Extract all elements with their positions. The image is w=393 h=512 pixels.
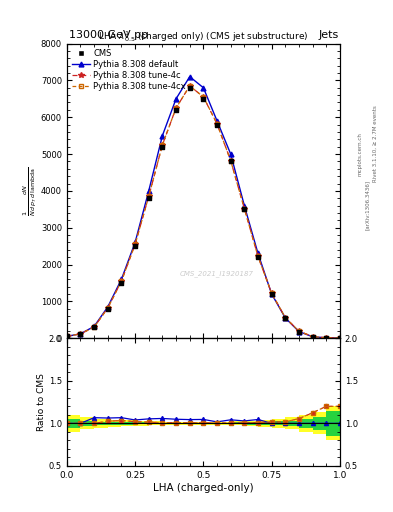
Pythia 8.308 tune-4c bbox=[324, 335, 329, 341]
Pythia 8.308 tune-4cx bbox=[283, 314, 288, 321]
Pythia 8.308 tune-4c bbox=[105, 305, 110, 311]
Text: 13000 GeV pp: 13000 GeV pp bbox=[69, 30, 148, 40]
Pythia 8.308 tune-4c bbox=[133, 241, 138, 247]
CMS bbox=[282, 314, 288, 322]
CMS bbox=[268, 290, 275, 298]
Pythia 8.308 tune-4c bbox=[78, 331, 83, 337]
CMS bbox=[296, 328, 302, 336]
Pythia 8.308 default bbox=[324, 335, 329, 341]
Pythia 8.308 tune-4cx bbox=[201, 94, 206, 100]
Pythia 8.308 default bbox=[242, 203, 247, 209]
Pythia 8.308 default bbox=[105, 304, 110, 310]
Pythia 8.308 tune-4c bbox=[310, 333, 315, 339]
Pythia 8.308 default bbox=[201, 84, 206, 91]
Pythia 8.308 default bbox=[269, 291, 274, 297]
Pythia 8.308 default bbox=[160, 133, 165, 139]
Pythia 8.308 tune-4cx bbox=[256, 253, 261, 260]
Pythia 8.308 default bbox=[228, 151, 233, 157]
Text: [arXiv:1306.3436]: [arXiv:1306.3436] bbox=[365, 180, 370, 230]
Pythia 8.308 default bbox=[92, 324, 97, 330]
CMS bbox=[132, 242, 138, 250]
Pythia 8.308 tune-4cx bbox=[324, 335, 329, 341]
Pythia 8.308 tune-4cx bbox=[187, 83, 192, 89]
Pythia 8.308 tune-4cx bbox=[146, 194, 151, 200]
Pythia 8.308 tune-4c bbox=[146, 194, 151, 200]
Pythia 8.308 tune-4c bbox=[92, 324, 97, 330]
Pythia 8.308 default bbox=[283, 315, 288, 321]
CMS bbox=[118, 279, 125, 287]
Pythia 8.308 tune-4c bbox=[160, 142, 165, 148]
CMS bbox=[145, 194, 152, 202]
Pythia 8.308 default bbox=[310, 334, 315, 340]
Pythia 8.308 default bbox=[338, 335, 342, 341]
CMS bbox=[337, 334, 343, 342]
Pythia 8.308 tune-4cx bbox=[338, 335, 342, 341]
CMS bbox=[228, 157, 234, 165]
Pythia 8.308 tune-4cx bbox=[133, 241, 138, 247]
Text: Rivet 3.1.10, ≥ 2.7M events: Rivet 3.1.10, ≥ 2.7M events bbox=[373, 105, 378, 182]
Pythia 8.308 default bbox=[146, 188, 151, 194]
Pythia 8.308 default bbox=[64, 333, 69, 339]
Pythia 8.308 tune-4cx bbox=[242, 205, 247, 211]
Pythia 8.308 tune-4cx bbox=[215, 121, 219, 127]
Pythia 8.308 default bbox=[119, 276, 124, 282]
Pythia 8.308 tune-4c bbox=[283, 314, 288, 321]
Pythia 8.308 tune-4cx bbox=[310, 333, 315, 339]
Pythia 8.308 tune-4c bbox=[119, 278, 124, 284]
Pythia 8.308 tune-4cx bbox=[297, 328, 301, 334]
Pythia 8.308 tune-4cx bbox=[160, 142, 165, 148]
Pythia 8.308 default bbox=[215, 118, 219, 124]
Line: Pythia 8.308 tune-4c: Pythia 8.308 tune-4c bbox=[64, 83, 343, 341]
Pythia 8.308 tune-4c bbox=[269, 290, 274, 296]
Pythia 8.308 tune-4c bbox=[215, 121, 219, 127]
Y-axis label: $\frac{1}{N}\frac{d N}{d\,p_T\,d\,\mathrm{lambda}}$: $\frac{1}{N}\frac{d N}{d\,p_T\,d\,\mathr… bbox=[22, 166, 39, 216]
Pythia 8.308 default bbox=[78, 331, 83, 337]
CMS bbox=[323, 334, 329, 342]
Pythia 8.308 tune-4cx bbox=[92, 324, 97, 330]
Pythia 8.308 default bbox=[133, 240, 138, 246]
CMS bbox=[310, 333, 316, 341]
Pythia 8.308 tune-4c bbox=[187, 83, 192, 89]
Pythia 8.308 default bbox=[297, 329, 301, 335]
CMS bbox=[91, 323, 97, 331]
X-axis label: LHA (charged-only): LHA (charged-only) bbox=[153, 482, 254, 493]
Legend: CMS, Pythia 8.308 default, Pythia 8.308 tune-4c, Pythia 8.308 tune-4cx: CMS, Pythia 8.308 default, Pythia 8.308 … bbox=[68, 45, 189, 94]
Pythia 8.308 default bbox=[174, 96, 178, 102]
Pythia 8.308 tune-4cx bbox=[119, 278, 124, 284]
Pythia 8.308 tune-4cx bbox=[269, 290, 274, 296]
Pythia 8.308 tune-4c bbox=[64, 333, 69, 339]
Title: LHA $\lambda^{1}_{0.5}$ (charged only) (CMS jet substructure): LHA $\lambda^{1}_{0.5}$ (charged only) (… bbox=[98, 29, 309, 44]
Pythia 8.308 tune-4c bbox=[256, 253, 261, 260]
Pythia 8.308 tune-4cx bbox=[78, 331, 83, 337]
Line: Pythia 8.308 default: Pythia 8.308 default bbox=[64, 74, 342, 340]
Pythia 8.308 tune-4cx bbox=[64, 333, 69, 339]
Pythia 8.308 tune-4c bbox=[228, 158, 233, 164]
CMS bbox=[173, 106, 179, 114]
CMS bbox=[64, 332, 70, 340]
Pythia 8.308 tune-4c bbox=[174, 105, 178, 111]
Pythia 8.308 tune-4cx bbox=[228, 158, 233, 164]
CMS bbox=[214, 120, 220, 129]
Pythia 8.308 tune-4cx bbox=[105, 305, 110, 311]
Pythia 8.308 tune-4cx bbox=[174, 105, 178, 111]
Text: CMS_2021_I1920187: CMS_2021_I1920187 bbox=[180, 270, 254, 277]
Pythia 8.308 default bbox=[256, 250, 261, 257]
CMS bbox=[159, 142, 165, 151]
Text: Jets: Jets bbox=[319, 30, 339, 40]
Pythia 8.308 tune-4c bbox=[297, 328, 301, 334]
Pythia 8.308 tune-4c bbox=[242, 205, 247, 211]
Pythia 8.308 tune-4c bbox=[338, 335, 342, 341]
CMS bbox=[200, 95, 207, 103]
Y-axis label: Ratio to CMS: Ratio to CMS bbox=[37, 373, 46, 431]
CMS bbox=[187, 83, 193, 92]
Pythia 8.308 default bbox=[187, 74, 192, 80]
Pythia 8.308 tune-4c bbox=[201, 94, 206, 100]
Text: mcplots.cern.ch: mcplots.cern.ch bbox=[357, 132, 362, 176]
CMS bbox=[255, 253, 261, 261]
CMS bbox=[105, 305, 111, 313]
Line: Pythia 8.308 tune-4cx: Pythia 8.308 tune-4cx bbox=[65, 84, 342, 340]
CMS bbox=[77, 330, 84, 338]
CMS bbox=[241, 205, 248, 214]
